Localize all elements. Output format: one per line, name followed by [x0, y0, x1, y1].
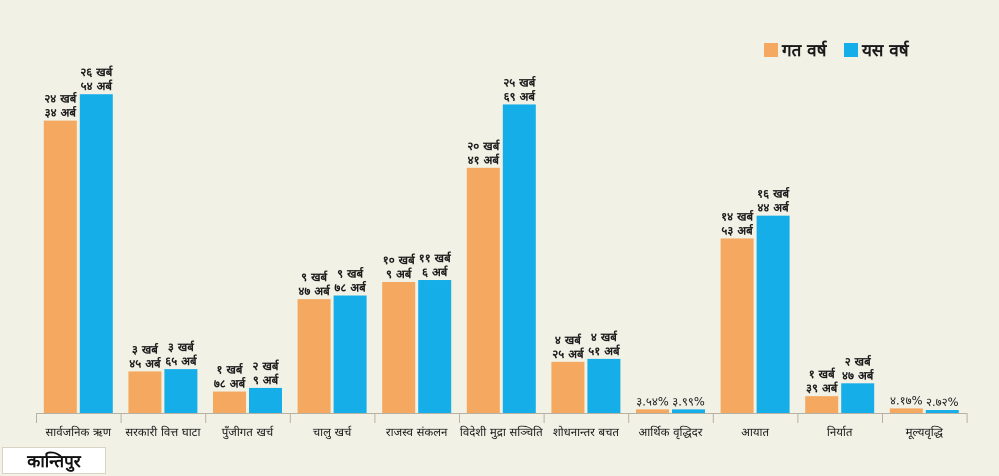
- logo-text: कान्तिपुर: [27, 452, 81, 472]
- bar-current-2: [249, 387, 282, 413]
- bar-previous-6: [551, 361, 585, 413]
- x-tick-label: आयात: [741, 425, 769, 439]
- x-tick-label: राजस्व संकलन: [386, 425, 448, 439]
- x-tick-label: मूल्यवृद्धि: [906, 425, 944, 440]
- data-label: ४१ अर्ब: [468, 153, 500, 167]
- x-tick-label: विदेशी मुद्रा सञ्चिति: [460, 425, 543, 440]
- legend-label: यस वर्ष: [861, 40, 910, 61]
- bar-current-8: [756, 215, 790, 413]
- data-label: १० खर्ब: [383, 253, 416, 267]
- data-label: १४ खर्ब: [721, 209, 754, 223]
- data-label: ४ खर्ब: [591, 330, 618, 344]
- bar-current-5: [502, 104, 536, 413]
- bar-current-9: [841, 383, 875, 413]
- data-label: ११ खर्ब: [419, 251, 452, 265]
- data-label: २५ खर्ब: [503, 75, 536, 89]
- data-label: ९ अर्ब: [253, 373, 279, 387]
- data-label: २ खर्ब: [253, 359, 280, 373]
- data-label: ३४ अर्ब: [45, 106, 77, 120]
- data-label: ५३ अर्ब: [721, 223, 753, 237]
- data-label: ५४ अर्ब: [81, 79, 113, 93]
- x-tick-label: शोधनान्तर बचत: [553, 425, 620, 439]
- data-label: २४ खर्ब: [44, 92, 77, 106]
- data-label: ४४ अर्ब: [757, 201, 789, 215]
- bar-current-4: [418, 280, 452, 413]
- bar-current-3: [333, 295, 367, 413]
- bar-current-7: [672, 409, 705, 413]
- bar-previous-10: [889, 408, 923, 413]
- data-label: ३९ अर्ब: [806, 381, 838, 395]
- data-label: ४७ अर्ब: [298, 284, 330, 298]
- bar-current-6: [587, 358, 621, 413]
- data-label: ७८ अर्ब: [334, 281, 366, 295]
- data-label: ७८ अर्ब: [214, 377, 246, 391]
- data-label: ४ खर्ब: [555, 333, 582, 347]
- legend-swatch-current: [844, 43, 858, 57]
- data-label: २५ अर्ब: [552, 347, 584, 361]
- data-label: ३ खर्ब: [132, 342, 159, 356]
- data-label: ६५ अर्ब: [165, 354, 197, 368]
- data-label: २६ खर्ब: [80, 65, 113, 79]
- data-label: ३.९९%: [672, 394, 705, 408]
- bar-current-10: [925, 410, 959, 413]
- data-label: ६ अर्ब: [422, 265, 448, 279]
- data-label: ६९ अर्ब: [504, 89, 536, 103]
- bar-current-0: [79, 94, 113, 413]
- bar-previous-0: [43, 120, 77, 414]
- data-label: २० खर्ब: [467, 139, 500, 153]
- data-label: १६ खर्ब: [757, 187, 790, 201]
- data-label: १ खर्ब: [217, 363, 244, 377]
- legend-label: गत वर्ष: [781, 40, 828, 61]
- data-label: २ खर्ब: [845, 354, 872, 368]
- data-label: ४७ अर्ब: [842, 368, 874, 382]
- data-label: २.७२%: [926, 395, 959, 409]
- data-label: ९ अर्ब: [386, 267, 412, 281]
- x-tick-label: आर्थिक वृद्धिदर: [639, 425, 703, 440]
- data-label: ३.५४%: [636, 394, 669, 408]
- bar-previous-3: [297, 299, 331, 413]
- data-label: ९ खर्ब: [337, 267, 364, 281]
- data-label: ४.१७%: [890, 393, 923, 407]
- bar-previous-1: [128, 371, 162, 413]
- data-label: ४५ अर्ब: [129, 356, 161, 370]
- data-label: ९ खर्ब: [301, 270, 328, 284]
- data-label: ३ खर्ब: [168, 340, 195, 354]
- data-label: ५१ अर्ब: [588, 344, 620, 358]
- bar-previous-2: [213, 391, 246, 413]
- bar-previous-9: [805, 396, 839, 413]
- x-tick-label: पुँजीगत खर्च: [222, 425, 274, 440]
- legend-swatch-previous: [764, 43, 778, 57]
- x-tick-label: सरकारी वित्त घाटा: [125, 425, 201, 439]
- x-tick-label: निर्यात: [827, 425, 853, 439]
- bar-previous-4: [382, 281, 416, 413]
- bar-previous-5: [466, 167, 500, 413]
- data-label: १ खर्ब: [809, 367, 836, 381]
- bar-previous-8: [720, 238, 754, 413]
- bar-current-1: [164, 369, 198, 413]
- bar-previous-7: [636, 409, 669, 413]
- kantipur-logo: कान्तिपुर: [2, 447, 106, 474]
- x-tick-label: सार्वजनिक ऋण: [45, 425, 111, 439]
- x-tick-label: चालु खर्च: [313, 425, 352, 440]
